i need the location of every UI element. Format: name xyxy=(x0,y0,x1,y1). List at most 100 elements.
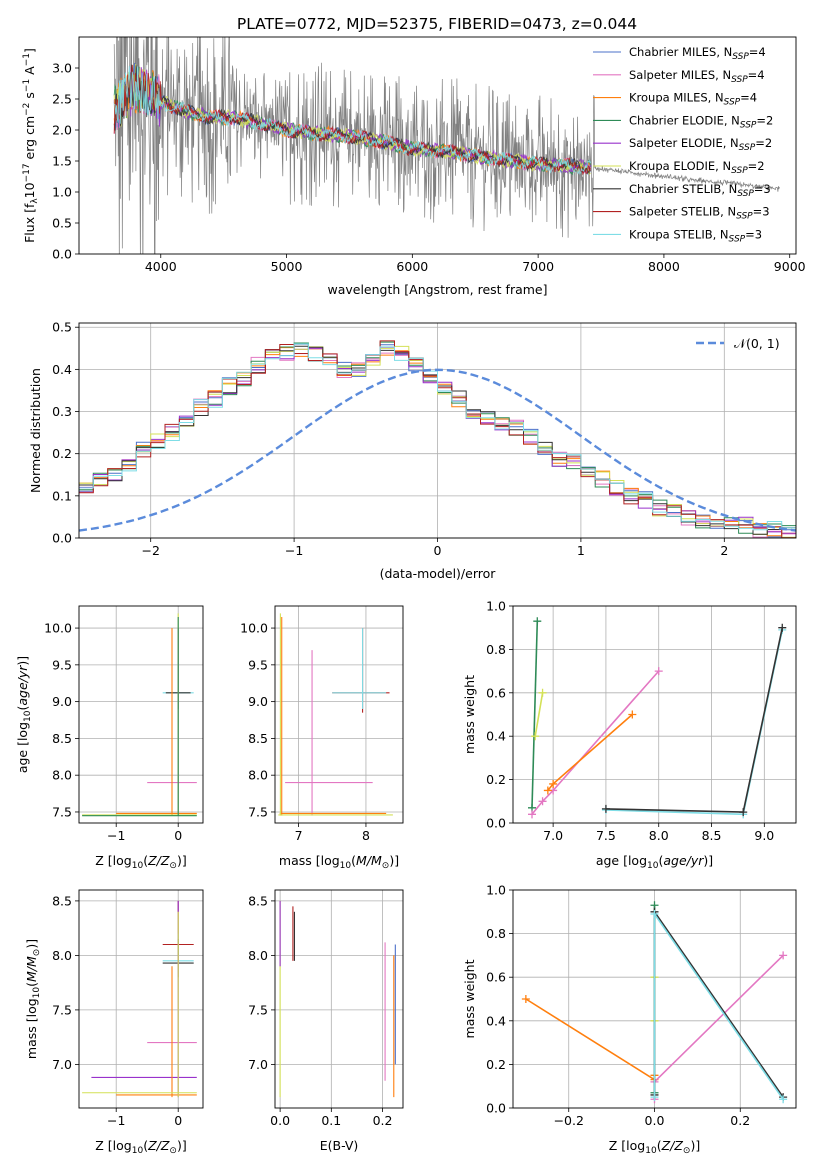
x-axis-label: (data-model)/error xyxy=(380,566,497,581)
model-line-salpeter_stelib xyxy=(113,64,591,176)
legend-entry: Chabrier STELIB, NSSP=3 xyxy=(629,182,771,199)
histogram-chabrier_elodie xyxy=(79,341,796,534)
panel-weight_vs_Z: −0.2 0.0 0.2 0.0 0.2 0.4 0.6 0.8 1.0 Z [log10(Z/Z… xyxy=(462,883,797,1156)
y-tick-label: 7.5 xyxy=(52,1002,72,1017)
y-tick-label: 0.0 xyxy=(52,247,72,262)
x-tick-label: 0.0 xyxy=(270,1113,290,1128)
y-axis-label: mass [log10(M/M⊙)] xyxy=(24,939,42,1059)
histogram-kroupa_elodie xyxy=(79,345,796,538)
plot-area xyxy=(82,900,197,1098)
model-line-kroupa_stelib xyxy=(113,65,591,175)
x-tick-label: −1 xyxy=(285,543,303,558)
weight-marker-salpeter_miles xyxy=(779,951,788,960)
y-tick-label: 9.0 xyxy=(248,694,268,709)
x-tick-label: 0 xyxy=(434,543,442,558)
y-tick-label: 7.5 xyxy=(52,804,72,819)
y-axis-label: Normed distribution xyxy=(28,368,43,493)
y-tick-label: 0.8 xyxy=(486,642,506,657)
y-tick-label: 7.0 xyxy=(248,1057,268,1072)
weight-marker-kroupa_miles xyxy=(521,995,530,1003)
x-axis-label: wavelength [Angstrom, rest frame] xyxy=(327,282,547,297)
y-tick-label: 0.4 xyxy=(486,729,506,744)
y-tick-label: 8.5 xyxy=(52,893,72,908)
weight-line-kroupa_miles xyxy=(547,713,633,792)
y-tick-label: 8.0 xyxy=(248,768,268,783)
axes-frame xyxy=(78,605,204,824)
y-tick-label: 7.5 xyxy=(248,804,268,819)
x-axis-label: mass [log10(M/M⊙)] xyxy=(279,853,399,871)
y-tick-label: 8.0 xyxy=(52,768,72,783)
legend-entry: Salpeter MILES, NSSP=4 xyxy=(629,68,765,85)
y-tick-label: 0.2 xyxy=(52,446,72,461)
x-tick-label: 6000 xyxy=(396,259,428,274)
y-tick-label: 0.3 xyxy=(52,404,72,419)
x-tick-label: 0 xyxy=(174,828,182,843)
y-tick-label: 0.1 xyxy=(52,488,72,503)
axes-frame xyxy=(274,605,404,824)
axes-frame xyxy=(274,889,404,1109)
x-tick-label: 2 xyxy=(720,543,728,558)
weight-marker-chabrier_stelib xyxy=(778,623,787,632)
legend-entry: Kroupa ELODIE, NSSP=2 xyxy=(629,159,765,176)
y-tick-label: 0.5 xyxy=(52,320,72,335)
data-spectrum-line xyxy=(113,37,780,254)
histogram-kroupa_miles xyxy=(79,347,796,538)
x-tick-label: 7.5 xyxy=(596,828,616,843)
legend-entry: Kroupa MILES, NSSP=4 xyxy=(629,91,757,108)
weight-line-kroupa_stelib xyxy=(605,629,784,816)
weight-marker-kroupa_elodie xyxy=(538,688,547,697)
x-axis-label: Z [log10(Z/Z⊙)] xyxy=(95,1138,186,1156)
y-tick-label: 8.0 xyxy=(52,948,72,963)
x-tick-label: 4000 xyxy=(145,259,177,274)
y-tick-label: 8.5 xyxy=(52,731,72,746)
weight-line-kroupa_elodie xyxy=(534,692,544,737)
x-tick-label: 8.5 xyxy=(702,828,722,843)
x-tick-label: −1 xyxy=(107,1113,125,1128)
y-tick-label: 9.0 xyxy=(52,694,72,709)
legend-gaussian-label: 𝒩(0, 1) xyxy=(734,336,780,351)
axes-frame xyxy=(78,322,797,539)
panel-residuals: −2 −1 0 1 2 0.0 0.1 0.2 0.3 0.4 0.5 (data-model)/er… xyxy=(28,320,797,581)
histogram-salpeter_miles xyxy=(79,347,796,538)
y-tick-label: 8.5 xyxy=(248,731,268,746)
weight-marker-salpeter_miles xyxy=(538,797,547,806)
plot-area xyxy=(113,37,780,254)
y-tick-label: 9.5 xyxy=(248,657,268,672)
legend-entry: Kroupa STELIB, NSSP=3 xyxy=(629,227,762,244)
y-tick-label: 10.0 xyxy=(44,621,72,636)
y-tick-label: 0.2 xyxy=(486,772,506,787)
x-tick-label: 9.0 xyxy=(754,828,774,843)
weight-line-kroupa_stelib xyxy=(653,911,784,1100)
weight-marker-kroupa_miles xyxy=(628,710,637,719)
x-axis-label: Z [log10(Z/Z⊙)] xyxy=(95,853,186,871)
weight-marker-chabrier_stelib xyxy=(739,808,748,817)
x-axis-label: age [log10(age/yr)] xyxy=(596,853,713,871)
legend-entry: Salpeter ELODIE, NSSP=2 xyxy=(629,136,772,153)
panel-mass_vs_Z: −1 0 7.0 7.5 8.0 8.5 Z [log10(Z/Z⊙)] mass [log1… xyxy=(24,889,204,1156)
y-tick-label: 8.0 xyxy=(248,948,268,963)
x-tick-label: −2 xyxy=(141,543,159,558)
y-tick-label: 8.5 xyxy=(248,893,268,908)
weight-line-chabrier_stelib xyxy=(605,627,784,813)
x-tick-label: 8000 xyxy=(648,259,680,274)
y-tick-label: 2.0 xyxy=(52,123,72,138)
x-tick-label: −1 xyxy=(107,828,125,843)
x-tick-label: 8 xyxy=(362,828,370,843)
panel-mass_vs_ebv: 0.0 0.1 0.2 7.0 7.5 8.0 8.5 E(B-V) xyxy=(248,889,404,1153)
weight-line-kroupa_miles xyxy=(525,998,656,1082)
weight-marker-kroupa_stelib xyxy=(650,1093,659,1102)
x-tick-label: 7.0 xyxy=(543,828,563,843)
weight-marker-salpeter_miles xyxy=(654,667,663,676)
histogram-chabrier_miles xyxy=(79,343,796,538)
legend-entry: Chabrier MILES, NSSP=4 xyxy=(629,45,766,62)
weight-marker-chabrier_stelib xyxy=(601,804,610,813)
y-tick-label: 0.6 xyxy=(486,970,506,985)
y-tick-label: 0.0 xyxy=(486,816,506,831)
panel-spectrum: 4000 5000 6000 7000 8000 9000 0.0 0.5 1.0 1.5 2.0 2… xyxy=(22,36,806,297)
x-tick-label: 0.1 xyxy=(321,1113,341,1128)
legend-entry: Chabrier ELODIE, NSSP=2 xyxy=(629,113,773,130)
y-tick-label: 0.2 xyxy=(486,1057,506,1072)
y-tick-label: 7.5 xyxy=(248,1002,268,1017)
y-tick-label: 0.6 xyxy=(486,685,506,700)
